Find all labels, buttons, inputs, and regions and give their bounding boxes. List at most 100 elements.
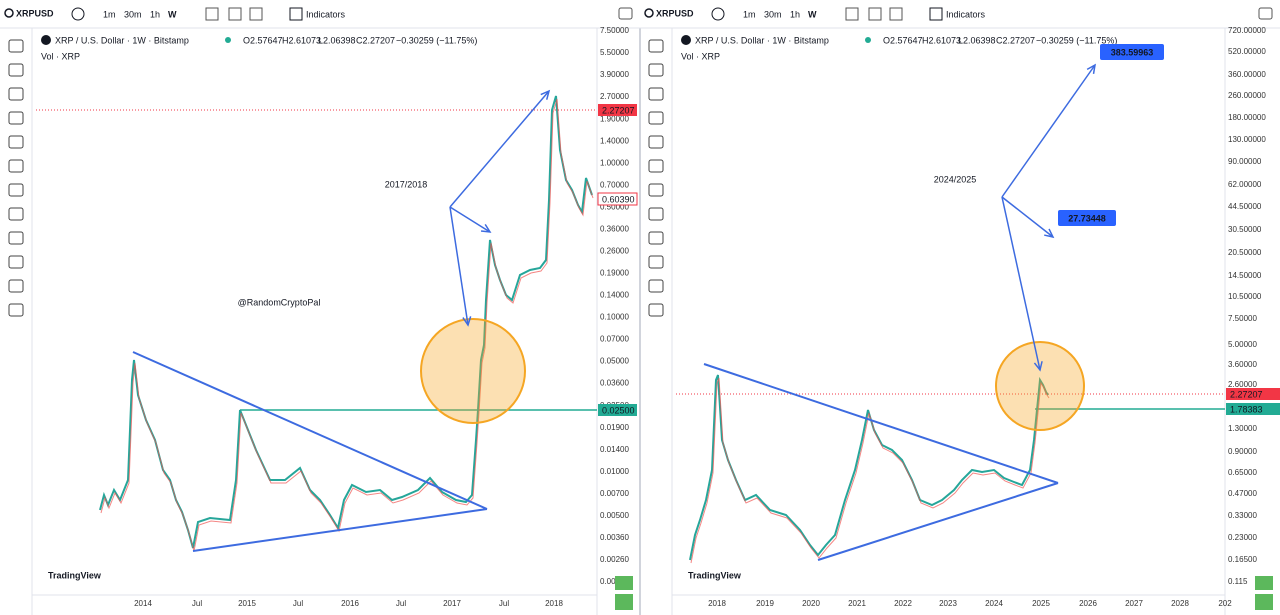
drawing-tool[interactable] (648, 231, 664, 245)
drawing-tool[interactable] (8, 39, 24, 53)
reset-button[interactable] (1255, 594, 1273, 610)
price-tag: 2.27207 (1230, 389, 1263, 399)
drawing-tool[interactable] (8, 279, 24, 293)
time-scale-label: 2025 (1032, 599, 1050, 608)
annotation-text: 2017/2018 (385, 179, 428, 189)
price-scale-label: 0.10000 (600, 313, 629, 322)
indicators-button[interactable]: Indicators (306, 9, 346, 19)
drawing-tool[interactable] (648, 87, 664, 101)
price-scale-label: 0.19000 (600, 269, 629, 278)
timeframe-button[interactable]: W (808, 9, 817, 19)
toolbar-icon[interactable] (868, 7, 882, 21)
annotation-text: @RandomCryptoPal (238, 297, 321, 307)
add-symbol-button[interactable] (71, 7, 85, 21)
price-scale-label: 0.90000 (1228, 447, 1257, 456)
drawing-tool[interactable] (8, 87, 24, 101)
time-scale-label: 2014 (134, 599, 152, 608)
price-scale-label: 130.00000 (1228, 135, 1266, 144)
price-scale-label: 2.60000 (1228, 380, 1257, 389)
reset-button[interactable] (615, 594, 633, 610)
drawing-tool[interactable] (8, 207, 24, 221)
ohlc-value: O2.57647 (883, 35, 923, 45)
drawing-tool[interactable] (8, 255, 24, 269)
indicators-icon[interactable] (929, 7, 943, 21)
price-scale-label: 0.07000 (600, 335, 629, 344)
label-text: 383.59963 (1111, 47, 1154, 57)
drawing-tool[interactable] (648, 135, 664, 149)
symbol-logo (681, 35, 691, 45)
timeframe-button[interactable]: 1h (790, 9, 800, 19)
add-symbol-button[interactable] (711, 7, 725, 21)
time-scale-label: 2026 (1079, 599, 1097, 608)
price-scale-label: 0.70000 (600, 180, 629, 189)
drawing-tool[interactable] (648, 255, 664, 269)
timeframe-button[interactable]: 30m (764, 9, 782, 19)
price-scale-label: 260.00000 (1228, 91, 1266, 100)
drawing-tool[interactable] (648, 303, 664, 317)
time-scale-label: 2023 (939, 599, 957, 608)
timeframe-button[interactable]: W (168, 9, 177, 19)
drawing-tool[interactable] (8, 231, 24, 245)
time-scale-label: 2021 (848, 599, 866, 608)
drawing-tool[interactable] (648, 183, 664, 197)
price-tag-box (1226, 388, 1280, 400)
zoom-button[interactable] (1255, 576, 1273, 590)
symbol-search[interactable]: XRPUSD (16, 8, 54, 18)
toolbar-icon[interactable] (228, 7, 242, 21)
toolbar-icon[interactable] (205, 7, 219, 21)
toolbar-icon[interactable] (845, 7, 859, 21)
arrow-head (462, 316, 472, 327)
toolbar (0, 0, 640, 28)
price-scale-label: 3.60000 (1228, 360, 1257, 369)
legend-title: XRP / U.S. Dollar · 1W · Bitstamp (695, 35, 829, 45)
zoom-button[interactable] (615, 576, 633, 590)
watermark-logo: TradingView (48, 570, 102, 580)
legend-title: XRP / U.S. Dollar · 1W · Bitstamp (55, 35, 189, 45)
screenshot-button[interactable] (1258, 7, 1273, 20)
symbol-search[interactable]: XRPUSD (656, 8, 694, 18)
time-scale-label: Jul (293, 599, 303, 608)
price-scale-label: 720.00000 (1228, 26, 1266, 35)
price-scale-label: 0.01000 (600, 467, 629, 476)
price-scale-label: 1.30000 (1228, 424, 1257, 433)
timeframe-button[interactable]: 1m (103, 9, 116, 19)
drawing-tool[interactable] (648, 111, 664, 125)
drawing-tool[interactable] (648, 39, 664, 53)
drawing-tool[interactable] (8, 303, 24, 317)
price-scale-label: 520.00000 (1228, 47, 1266, 56)
timeframe-button[interactable]: 30m (124, 9, 142, 19)
drawing-tool[interactable] (648, 207, 664, 221)
price-scale-label: 0.33000 (1228, 511, 1257, 520)
screenshot-button[interactable] (618, 7, 633, 20)
drawing-tool[interactable] (8, 159, 24, 173)
price-scale-label: 5.50000 (600, 48, 629, 57)
toolbar-icon[interactable] (249, 7, 263, 21)
drawing-tool[interactable] (8, 183, 24, 197)
arrow (449, 206, 491, 233)
drawing-tool[interactable] (8, 111, 24, 125)
price-scale-label: 0.36000 (600, 224, 629, 233)
price-scale-label: 0.23000 (1228, 533, 1257, 542)
price-scale-label: 180.00000 (1228, 113, 1266, 122)
ohlc-value: H2.61073 (922, 35, 961, 45)
indicators-button[interactable]: Indicators (946, 9, 986, 19)
indicators-icon[interactable] (289, 7, 303, 21)
drawing-tool[interactable] (8, 135, 24, 149)
timeframe-button[interactable]: 1h (150, 9, 160, 19)
arrow-head (540, 89, 551, 100)
toolbar-icon[interactable] (889, 7, 903, 21)
time-scale-label: 202 (1218, 599, 1232, 608)
drawing-tool[interactable] (648, 279, 664, 293)
arrow (1001, 196, 1041, 371)
search-icon (4, 8, 14, 18)
price-scale-label: 62.00000 (1228, 180, 1262, 189)
arrow (449, 206, 469, 326)
price-scale-label: 0.00700 (600, 489, 629, 498)
timeframe-button[interactable]: 1m (743, 9, 756, 19)
drawing-tool[interactable] (648, 63, 664, 77)
drawing-tool[interactable] (648, 159, 664, 173)
price-candles-shade (100, 98, 594, 552)
ohlc-value: C2.27207 (996, 35, 1035, 45)
price-tag-box (598, 104, 637, 116)
drawing-tool[interactable] (8, 63, 24, 77)
